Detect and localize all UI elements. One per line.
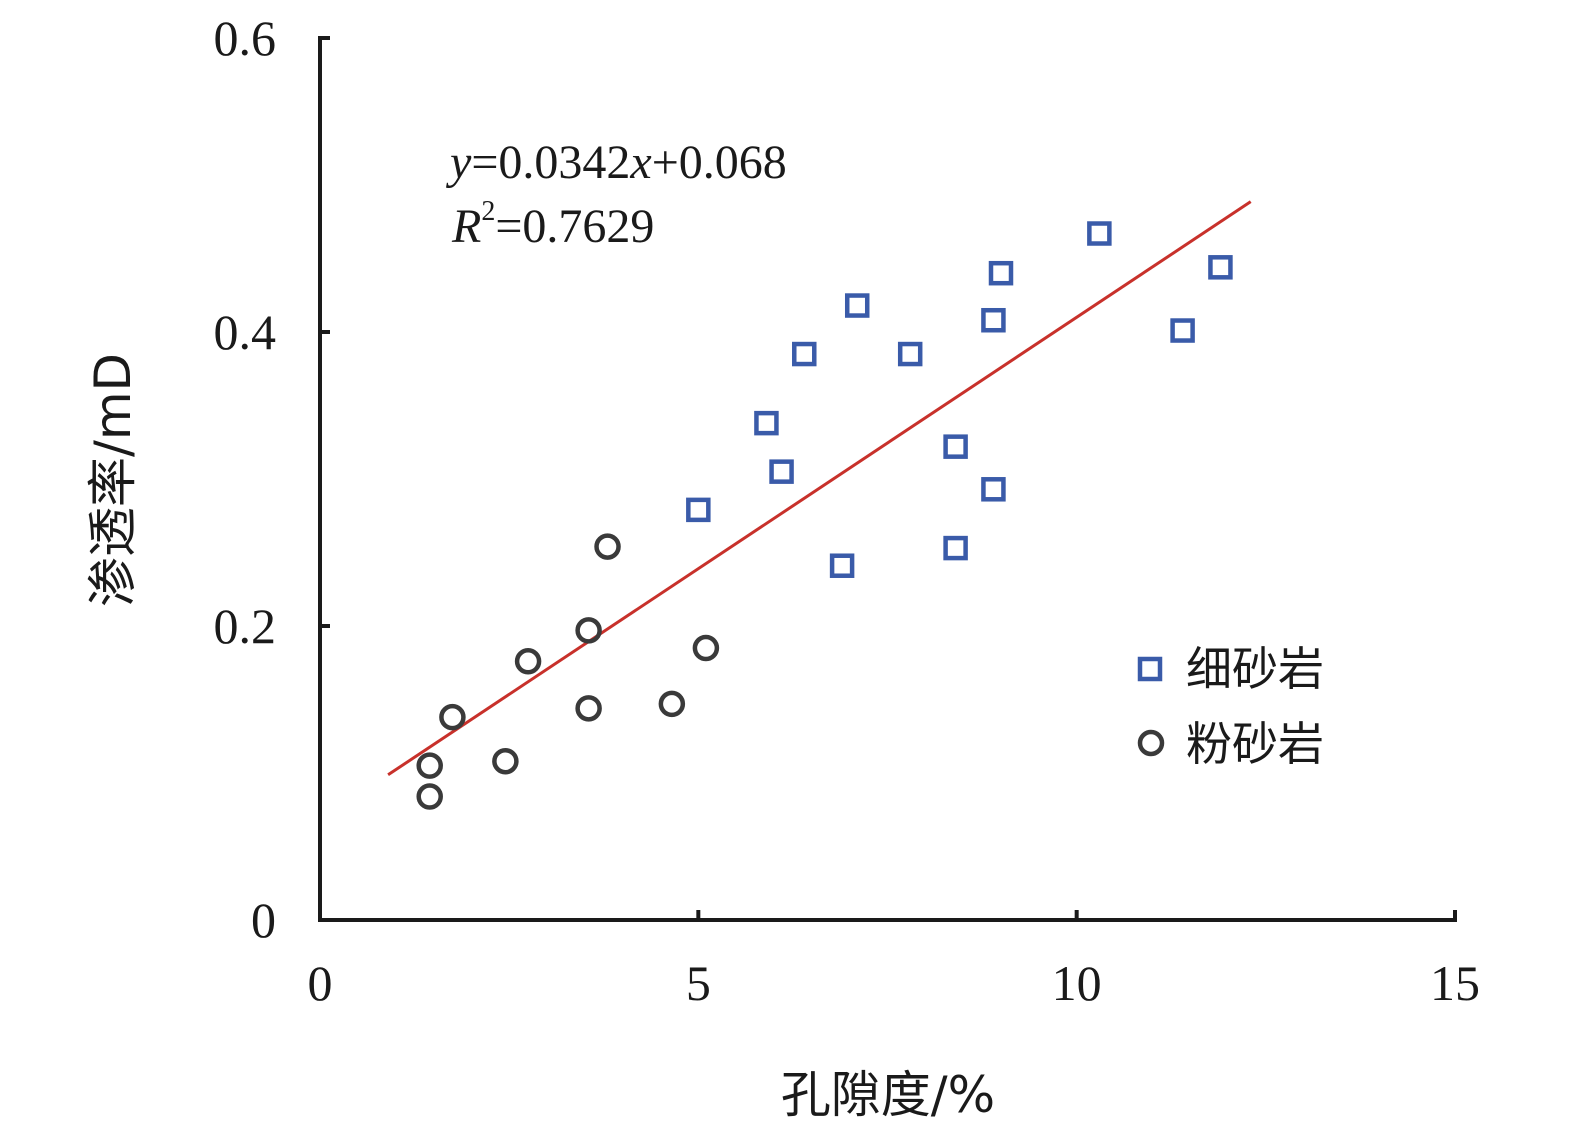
- x-axis-title: 孔隙度/%: [781, 1066, 995, 1124]
- point-siltstone: [517, 650, 539, 672]
- trendline: [388, 202, 1251, 775]
- equation-slope: =0.0342: [471, 136, 630, 189]
- legend-marker-circle: [1140, 732, 1162, 754]
- point-fine-sandstone: [772, 462, 792, 482]
- y-tick-label: 0.2: [214, 598, 277, 654]
- axes: 0 0.2 0.4 0.6 0 5 10 15: [214, 10, 1481, 1011]
- point-fine-sandstone: [832, 556, 852, 576]
- x-tick-label: 5: [686, 955, 711, 1011]
- point-fine-sandstone: [847, 296, 867, 316]
- data-points: [419, 224, 1231, 808]
- point-fine-sandstone: [794, 344, 814, 364]
- y-ticks: 0 0.2 0.4 0.6: [214, 10, 331, 948]
- y-tick-label: 0: [251, 892, 276, 948]
- y-tick-label: 0.4: [214, 304, 277, 360]
- legend-marker-square: [1140, 659, 1160, 679]
- r-squared-r: R: [451, 200, 481, 253]
- legend-label-fine-sandstone: 细砂岩: [1186, 642, 1324, 696]
- equation-intercept: +0.068: [652, 136, 787, 189]
- point-siltstone: [578, 697, 600, 719]
- point-siltstone: [661, 693, 683, 715]
- y-tick-label: 0.6: [214, 10, 277, 66]
- legend: 细砂岩 粉砂岩: [1140, 642, 1324, 771]
- r-squared: R2=0.7629: [451, 196, 654, 253]
- regression-annotation: y=0.0342x+0.068 R2=0.7629: [445, 136, 787, 253]
- point-fine-sandstone: [1210, 257, 1230, 277]
- x-tick-label: 0: [308, 955, 333, 1011]
- x-tick-label: 15: [1430, 955, 1480, 1011]
- r-squared-exponent: 2: [481, 196, 495, 227]
- regression-equation: y=0.0342x+0.068: [445, 136, 787, 189]
- point-siltstone: [578, 619, 600, 641]
- point-fine-sandstone: [946, 538, 966, 558]
- point-siltstone: [695, 637, 717, 659]
- point-fine-sandstone: [991, 263, 1011, 283]
- point-fine-sandstone: [1089, 224, 1109, 244]
- point-siltstone: [419, 786, 441, 808]
- y-axis-title: 渗透率/mD: [84, 353, 142, 607]
- legend-label-siltstone: 粉砂岩: [1186, 717, 1324, 771]
- point-siltstone: [597, 536, 619, 558]
- point-fine-sandstone: [946, 437, 966, 457]
- point-fine-sandstone: [983, 310, 1003, 330]
- point-siltstone: [419, 755, 441, 777]
- equation-y-var: y: [445, 136, 472, 189]
- point-siltstone: [494, 750, 516, 772]
- x-ticks: 0 5 10 15: [308, 910, 1481, 1011]
- x-tick-label: 10: [1052, 955, 1102, 1011]
- equation-x-var: x: [629, 136, 651, 189]
- point-fine-sandstone: [900, 344, 920, 364]
- point-fine-sandstone: [1173, 321, 1193, 341]
- r-squared-value: =0.7629: [495, 200, 654, 253]
- point-fine-sandstone: [983, 479, 1003, 499]
- point-fine-sandstone: [756, 413, 776, 433]
- point-fine-sandstone: [688, 500, 708, 520]
- point-siltstone: [441, 706, 463, 728]
